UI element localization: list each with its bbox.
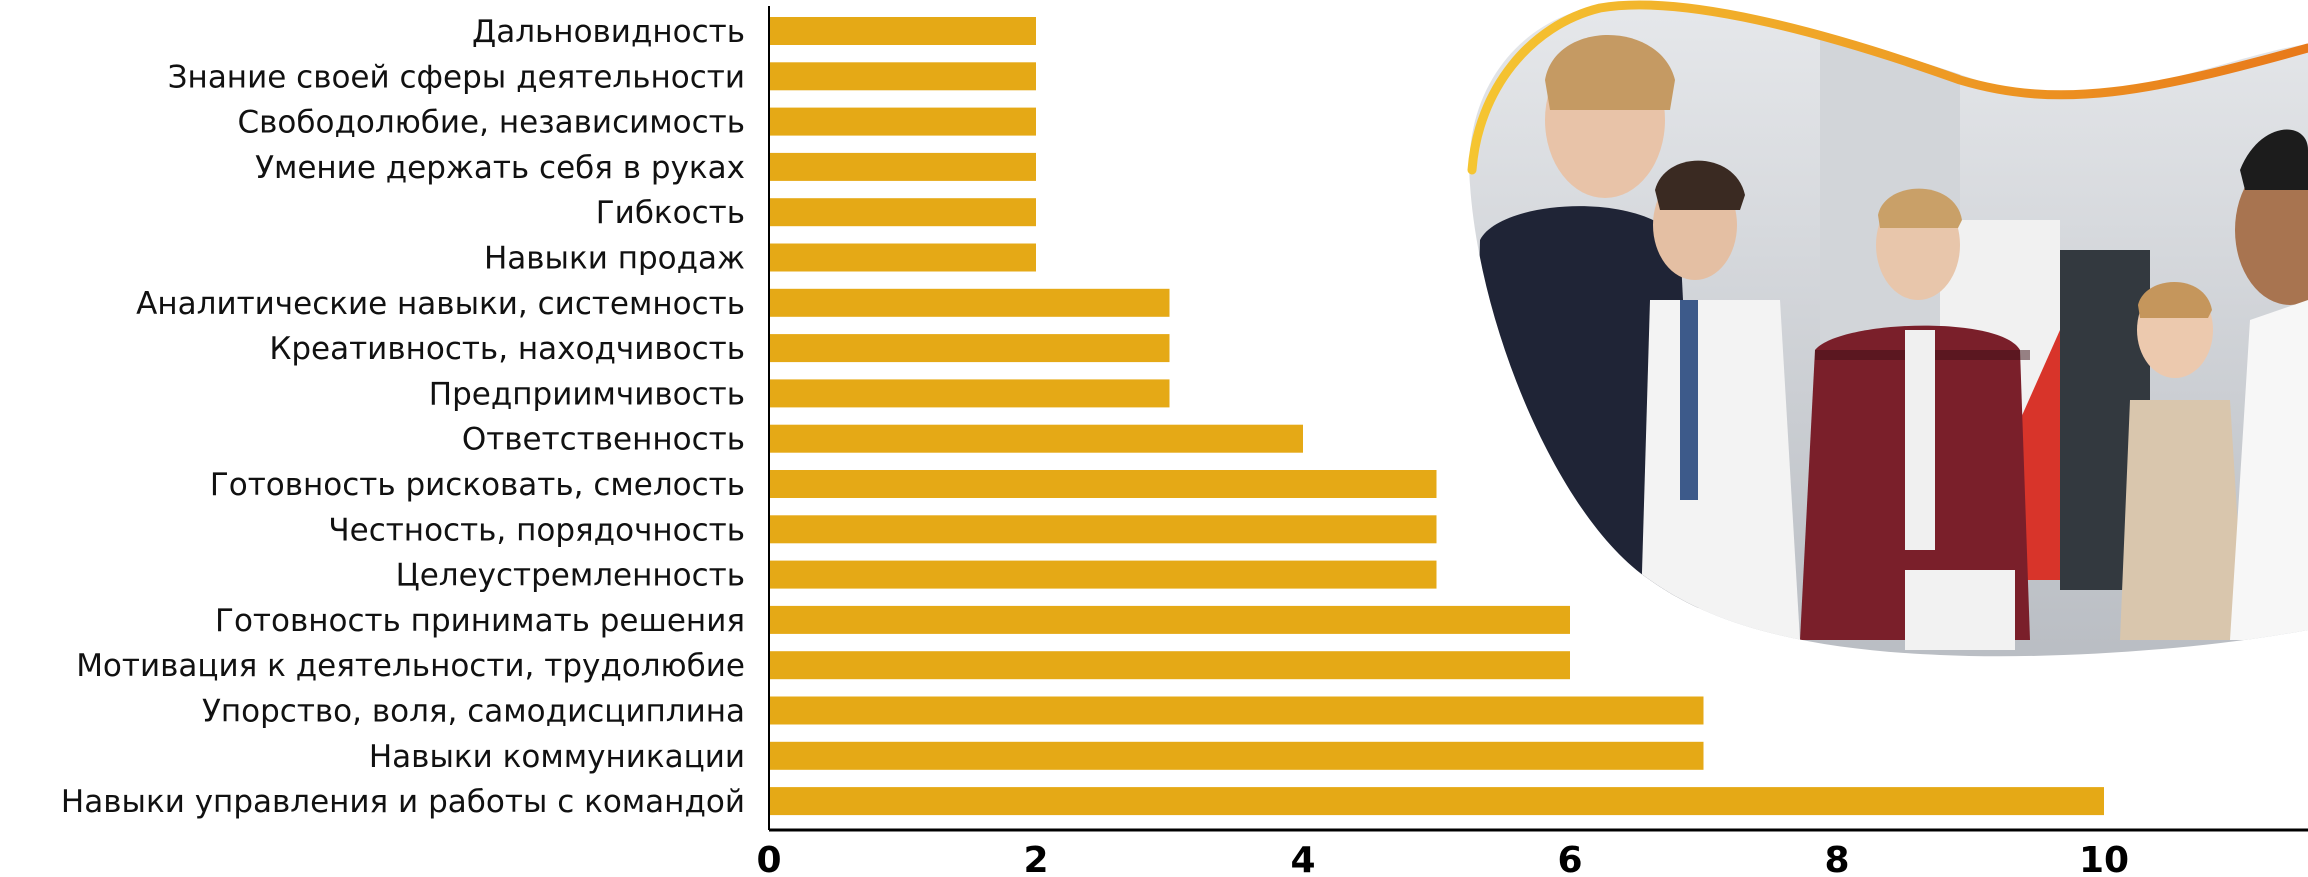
x-tick-label: 4 (1290, 840, 1315, 877)
bar (769, 787, 2104, 816)
category-label: Предприимчивость (429, 376, 745, 412)
bar (769, 198, 1036, 227)
category-label: Дальновидность (472, 14, 745, 50)
bar (769, 288, 1170, 317)
bar (769, 560, 1437, 589)
category-label: Гибкость (596, 195, 745, 231)
category-label: Свободолюбие, независимость (238, 105, 745, 141)
category-label: Аналитические навыки, системность (136, 286, 745, 322)
category-label: Мотивация к деятельности, трудолюбие (76, 648, 745, 684)
bar (769, 243, 1036, 272)
category-label: Упорство, воля, самодисциплина (202, 694, 745, 730)
bar (769, 470, 1437, 498)
category-label: Ответственность (462, 422, 745, 458)
category-label: Умение держать себя в руках (255, 150, 745, 186)
bar (769, 334, 1170, 363)
x-tick-label: 0 (756, 840, 781, 877)
category-labels: Дальновидность Знание своей сферы деятель… (61, 14, 745, 820)
category-label: Честность, порядочность (328, 512, 745, 548)
x-tick-label: 8 (1824, 840, 1849, 877)
category-label: Целеустремленность (396, 558, 745, 594)
x-tick-label: 6 (1557, 840, 1582, 877)
bar (769, 107, 1036, 136)
x-tick-label: 10 (2079, 840, 2129, 877)
category-label: Готовность принимать решения (215, 603, 745, 639)
bar (769, 17, 1036, 45)
bar (769, 152, 1036, 181)
bar (769, 515, 1437, 544)
x-axis-ticks: 0 2 4 6 8 10 (756, 840, 2129, 877)
category-label: Навыки управления и работы с командой (61, 784, 745, 820)
people-photo (1467, 0, 2308, 657)
bar (769, 424, 1303, 453)
bar (769, 696, 1704, 725)
bar (769, 62, 1036, 91)
category-label: Креативность, находчивость (269, 331, 745, 367)
bar (769, 651, 1570, 680)
category-label: Навыки продаж (484, 241, 745, 277)
x-tick-label: 2 (1023, 840, 1048, 877)
category-label: Навыки коммуникации (369, 739, 745, 775)
bar (769, 605, 1570, 634)
category-label: Готовность рисковать, смелость (210, 467, 745, 503)
category-label: Знание своей сферы деятельности (168, 59, 745, 95)
bar (769, 379, 1170, 408)
bar (769, 741, 1704, 770)
bars (769, 17, 2104, 816)
